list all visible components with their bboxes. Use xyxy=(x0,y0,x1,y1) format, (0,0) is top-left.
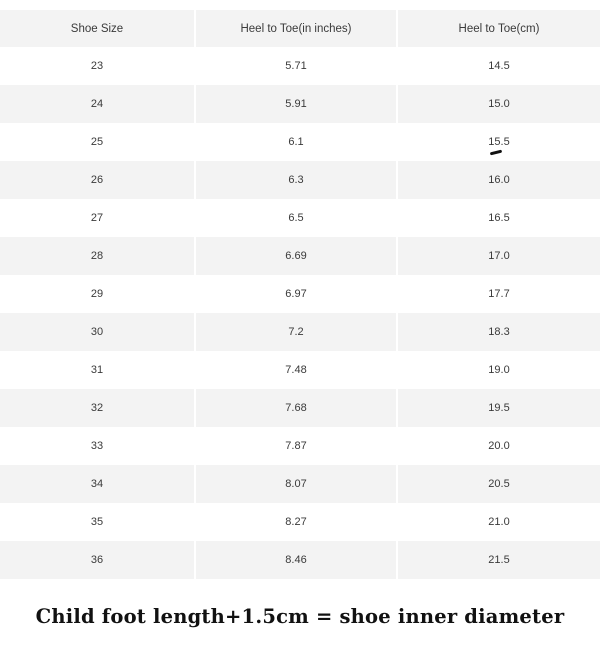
cell-shoe-size: 32 xyxy=(0,389,196,427)
cell-inches: 6.5 xyxy=(196,199,398,237)
cell-cm: 19.0 xyxy=(398,351,600,389)
cell-shoe-size: 27 xyxy=(0,199,196,237)
cell-cm: 19.5 xyxy=(398,389,600,427)
cell-cm: 18.3 xyxy=(398,313,600,351)
cell-inches: 6.1 xyxy=(196,123,398,161)
cell-cm: 20.5 xyxy=(398,465,600,503)
cell-shoe-size: 25 xyxy=(0,123,196,161)
cell-shoe-size: 24 xyxy=(0,85,196,123)
table-row: 23 5.71 14.5 xyxy=(0,47,600,85)
cell-cm: 14.5 xyxy=(398,47,600,85)
cell-inches: 8.27 xyxy=(196,503,398,541)
header-shoe-size: Shoe Size xyxy=(0,10,196,47)
cell-inches: 5.71 xyxy=(196,47,398,85)
header-heel-to-toe-inches: Heel to Toe(in inches) xyxy=(196,10,398,47)
table-row: 29 6.97 17.7 xyxy=(0,275,600,313)
cell-shoe-size: 31 xyxy=(0,351,196,389)
cell-shoe-size: 36 xyxy=(0,541,196,579)
table-header-row: Shoe Size Heel to Toe(in inches) Heel to… xyxy=(0,10,600,47)
table-row: 25 6.1 15.5 xyxy=(0,123,600,161)
cell-inches: 7.87 xyxy=(196,427,398,465)
cell-inches: 7.2 xyxy=(196,313,398,351)
cell-shoe-size: 30 xyxy=(0,313,196,351)
table-row: 24 5.91 15.0 xyxy=(0,85,600,123)
cell-inches: 5.91 xyxy=(196,85,398,123)
cell-inches: 7.48 xyxy=(196,351,398,389)
cell-shoe-size: 28 xyxy=(0,237,196,275)
table-row: 26 6.3 16.0 xyxy=(0,161,600,199)
cell-cm: 15.5 xyxy=(398,123,600,161)
cell-shoe-size: 35 xyxy=(0,503,196,541)
table-row: 36 8.46 21.5 xyxy=(0,541,600,579)
cell-inches: 6.69 xyxy=(196,237,398,275)
footnote-foot-length-rule: Child foot length+1.5cm = shoe inner dia… xyxy=(35,605,565,628)
cell-inches: 8.46 xyxy=(196,541,398,579)
table-row: 30 7.2 18.3 xyxy=(0,313,600,351)
header-heel-to-toe-cm: Heel to Toe(cm) xyxy=(398,10,600,47)
table-row: 27 6.5 16.5 xyxy=(0,199,600,237)
cell-shoe-size: 26 xyxy=(0,161,196,199)
table-row: 28 6.69 17.0 xyxy=(0,237,600,275)
cell-cm-value: 15.5 xyxy=(488,136,510,148)
table-row: 35 8.27 21.0 xyxy=(0,503,600,541)
cell-shoe-size: 29 xyxy=(0,275,196,313)
cell-inches: 6.3 xyxy=(196,161,398,199)
cell-shoe-size: 34 xyxy=(0,465,196,503)
cell-cm-marked: 15.5 xyxy=(488,136,510,156)
cell-cm: 21.0 xyxy=(398,503,600,541)
cell-inches: 8.07 xyxy=(196,465,398,503)
cell-inches: 6.97 xyxy=(196,275,398,313)
table-row: 32 7.68 19.5 xyxy=(0,389,600,427)
cell-shoe-size: 33 xyxy=(0,427,196,465)
cell-cm: 16.5 xyxy=(398,199,600,237)
cell-cm: 20.0 xyxy=(398,427,600,465)
cell-inches: 7.68 xyxy=(196,389,398,427)
cell-cm: 17.0 xyxy=(398,237,600,275)
cell-cm: 17.7 xyxy=(398,275,600,313)
cell-cm: 21.5 xyxy=(398,541,600,579)
size-chart-table: Shoe Size Heel to Toe(in inches) Heel to… xyxy=(0,10,600,579)
table-row: 31 7.48 19.0 xyxy=(0,351,600,389)
cell-shoe-size: 23 xyxy=(0,47,196,85)
table-row: 34 8.07 20.5 xyxy=(0,465,600,503)
cell-cm: 15.0 xyxy=(398,85,600,123)
hand-drawn-mark xyxy=(490,149,503,156)
table-row: 33 7.87 20.0 xyxy=(0,427,600,465)
cell-cm: 16.0 xyxy=(398,161,600,199)
